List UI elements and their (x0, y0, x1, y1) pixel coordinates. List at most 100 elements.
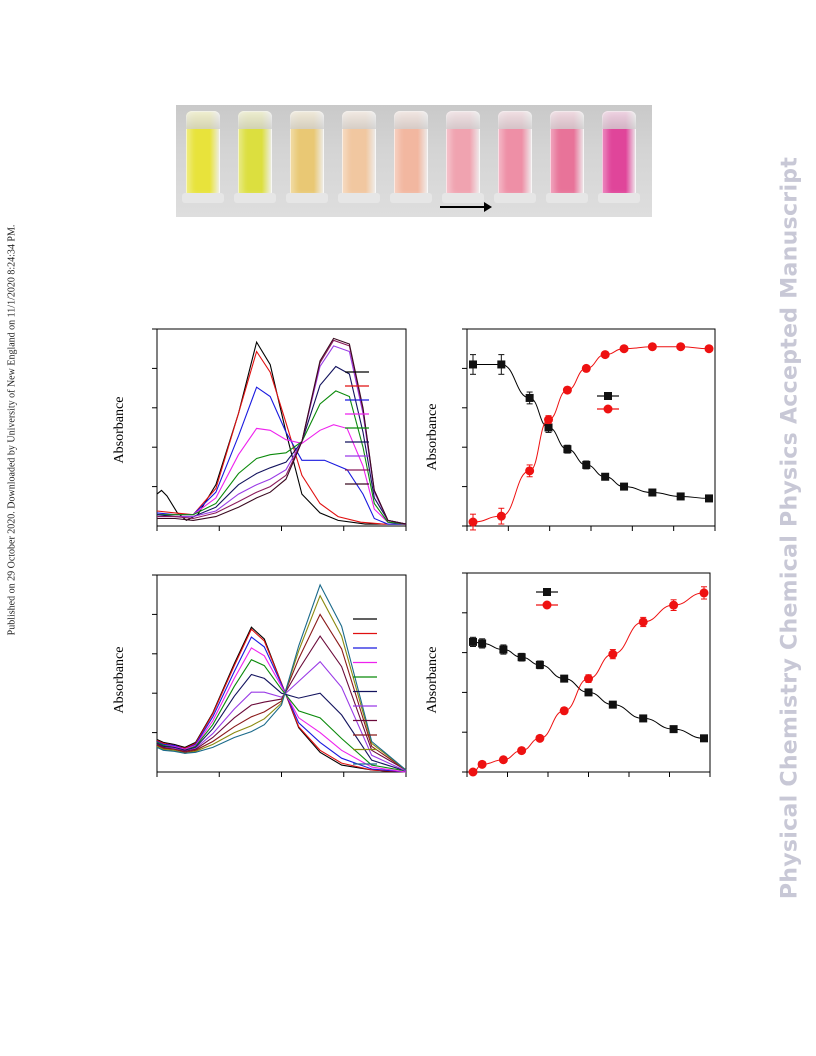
accepted-manuscript-watermark: Physical Chemistry Chemical Physics Acce… (777, 156, 803, 900)
data-point-circle (608, 649, 618, 659)
spectrum-series-5 (157, 390, 407, 525)
spectrum-series-7 (157, 345, 407, 525)
y-axis-label-top-left: Absorbance (112, 396, 127, 464)
data-point-square (648, 488, 657, 497)
data-point-square (469, 637, 477, 646)
spectrum-series-6 (156, 673, 407, 772)
spectrum-series-11 (156, 583, 407, 771)
y-axis-label-bottom-left: Absorbance (112, 646, 127, 714)
vial-1 (182, 111, 224, 203)
data-point-square (525, 393, 534, 402)
vial-base (442, 193, 484, 203)
data-point-circle (496, 511, 506, 521)
spectrum-series-5 (156, 659, 407, 772)
legend-marker-circle (603, 404, 613, 414)
spectrum-series-7 (156, 660, 407, 772)
data-point-circle (704, 344, 714, 354)
vial-cap (498, 111, 532, 129)
data-point-square (544, 423, 553, 432)
vial-cap (238, 111, 272, 129)
vial-cap (186, 111, 220, 129)
data-point-square (560, 674, 569, 683)
spectrum-series-9 (157, 337, 407, 525)
vial-base (598, 193, 640, 203)
data-point-circle (468, 767, 478, 777)
data-point-square (676, 492, 685, 501)
spectrum-series-8 (157, 339, 407, 525)
vial-cap (342, 111, 376, 129)
data-point-circle (544, 415, 554, 425)
vial-2 (234, 111, 276, 203)
data-point-circle (581, 363, 591, 373)
data-point-circle (600, 350, 610, 360)
publication-note: Published on 29 October 2020. Downloaded… (6, 224, 18, 636)
data-point-square (669, 725, 678, 734)
spectrum-series-2 (156, 350, 406, 525)
vial-8 (546, 111, 588, 203)
vial-cap (394, 111, 428, 129)
data-point-square (563, 445, 572, 454)
y-axis-label-bottom-right: Absorbance (425, 646, 440, 714)
kinetics-panel-top (420, 320, 730, 540)
vial-base (286, 193, 328, 203)
data-point-square (584, 688, 593, 697)
data-point-circle (562, 385, 572, 395)
vial-cap (602, 111, 636, 129)
legend-marker-circle (542, 600, 552, 610)
legend-marker-square (604, 392, 612, 400)
legend-marker-square (543, 588, 551, 596)
data-point-circle (468, 517, 478, 527)
spectrum-series-10 (156, 594, 407, 771)
y-axis-label-top-right: Absorbance (425, 403, 440, 471)
data-point-square (601, 472, 610, 481)
data-point-circle (559, 706, 569, 716)
data-point-square (499, 645, 508, 654)
spectra-chart-bottom (152, 574, 407, 777)
data-point-circle (535, 733, 545, 743)
data-point-square (582, 460, 591, 469)
vial-base (494, 193, 536, 203)
spectrum-series-6 (156, 365, 407, 525)
data-point-circle (584, 674, 593, 684)
vial-photo (176, 105, 652, 217)
kinetics-panel-bottom (420, 565, 730, 790)
spectrum-series-3 (156, 386, 406, 525)
kinetics-chart-top (462, 328, 716, 531)
data-point-circle (477, 759, 487, 769)
data-point-square (497, 360, 506, 369)
spectrum-series-9 (156, 613, 407, 771)
spectrum-series-1 (156, 340, 406, 525)
spectrum-series-4 (156, 647, 407, 773)
spectra-chart-top (152, 328, 407, 531)
data-point-circle (619, 344, 629, 354)
vial-base (546, 193, 588, 203)
vial-cap (550, 111, 584, 129)
kinetics-chart-bottom (462, 572, 711, 777)
vial-cap (446, 111, 480, 129)
data-point-square (700, 734, 708, 743)
vial-4 (338, 111, 380, 203)
spectrum-series-1 (156, 626, 407, 773)
data-point-square (705, 494, 713, 503)
spectra-panel-top (100, 320, 420, 540)
data-point-circle (647, 342, 657, 352)
spectrum-series-4 (157, 424, 407, 525)
vial-base (338, 193, 380, 203)
vial-base (234, 193, 276, 203)
vial-6 (442, 111, 484, 203)
vial-5 (390, 111, 432, 203)
vial-base (182, 193, 224, 203)
data-point-circle (525, 466, 535, 476)
data-point-square (608, 700, 617, 709)
data-point-circle (498, 755, 508, 765)
data-point-square (535, 660, 544, 669)
data-point-square (478, 639, 487, 648)
data-point-square (639, 714, 648, 723)
vial-7 (494, 111, 536, 203)
data-point-circle (676, 342, 686, 352)
spectrum-series-3 (156, 636, 407, 773)
data-point-square (469, 360, 477, 369)
fit-curve-1 (473, 363, 710, 499)
vial-base (390, 193, 432, 203)
vial-cap (290, 111, 324, 129)
